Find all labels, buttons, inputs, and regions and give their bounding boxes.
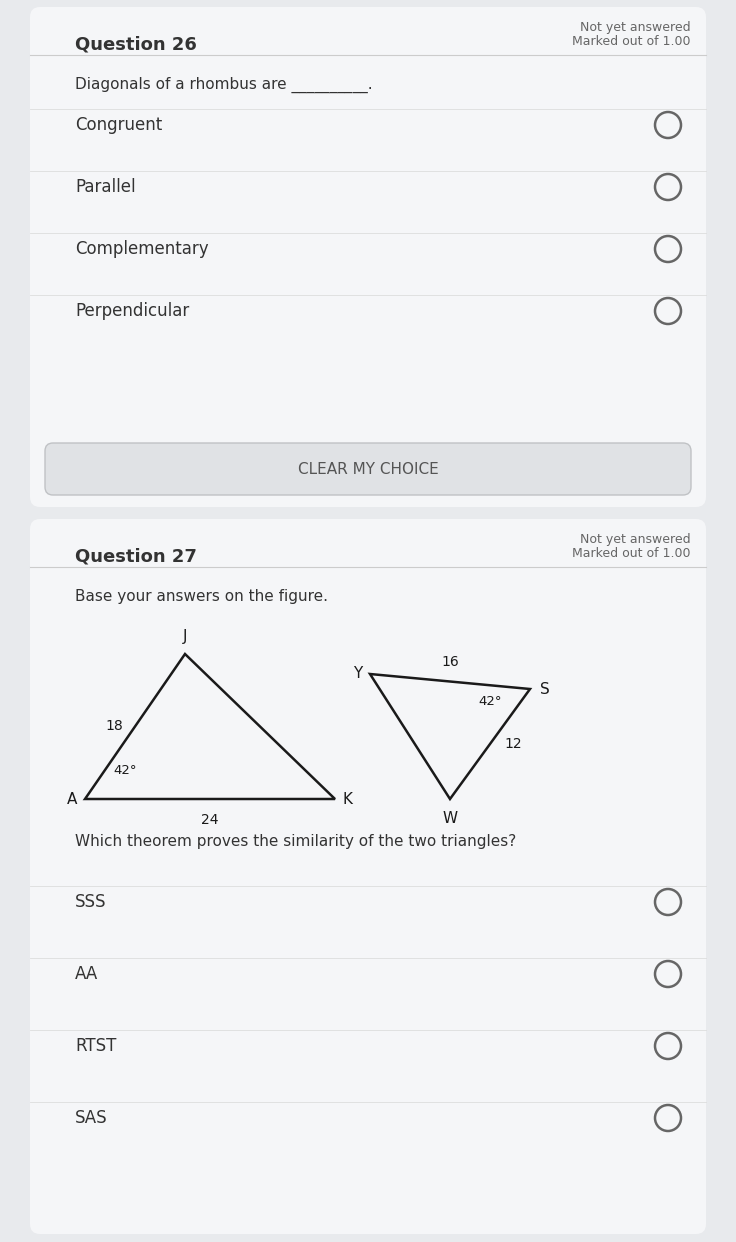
Text: Question 26: Question 26 — [75, 35, 197, 53]
Text: Not yet answered: Not yet answered — [581, 533, 691, 546]
Text: 42°: 42° — [113, 764, 136, 777]
Text: Question 27: Question 27 — [75, 546, 197, 565]
Text: CLEAR MY CHOICE: CLEAR MY CHOICE — [297, 462, 439, 477]
Text: Parallel: Parallel — [75, 178, 135, 196]
Text: Y: Y — [353, 667, 362, 682]
Text: S: S — [540, 682, 550, 697]
FancyBboxPatch shape — [30, 7, 706, 507]
Text: Not yet answered: Not yet answered — [581, 21, 691, 34]
Text: AA: AA — [75, 965, 98, 982]
FancyBboxPatch shape — [45, 443, 691, 496]
Text: Marked out of 1.00: Marked out of 1.00 — [573, 35, 691, 48]
Text: J: J — [183, 628, 187, 645]
Text: 12: 12 — [504, 737, 522, 751]
Text: SSS: SSS — [75, 893, 107, 910]
Text: Diagonals of a rhombus are __________.: Diagonals of a rhombus are __________. — [75, 77, 372, 93]
Text: 18: 18 — [105, 719, 123, 734]
Text: 16: 16 — [441, 656, 459, 669]
Text: A: A — [67, 791, 77, 806]
Text: RTST: RTST — [75, 1037, 116, 1054]
Text: K: K — [343, 791, 353, 806]
Text: Base your answers on the figure.: Base your answers on the figure. — [75, 589, 328, 604]
Text: 42°: 42° — [478, 696, 501, 708]
Text: Marked out of 1.00: Marked out of 1.00 — [573, 546, 691, 560]
Text: Perpendicular: Perpendicular — [75, 302, 189, 320]
Text: 24: 24 — [201, 814, 219, 827]
Text: Congruent: Congruent — [75, 116, 162, 134]
FancyBboxPatch shape — [30, 519, 706, 1235]
Text: W: W — [442, 811, 458, 826]
Text: SAS: SAS — [75, 1109, 107, 1126]
Text: Complementary: Complementary — [75, 240, 208, 258]
Text: Which theorem proves the similarity of the two triangles?: Which theorem proves the similarity of t… — [75, 833, 516, 850]
